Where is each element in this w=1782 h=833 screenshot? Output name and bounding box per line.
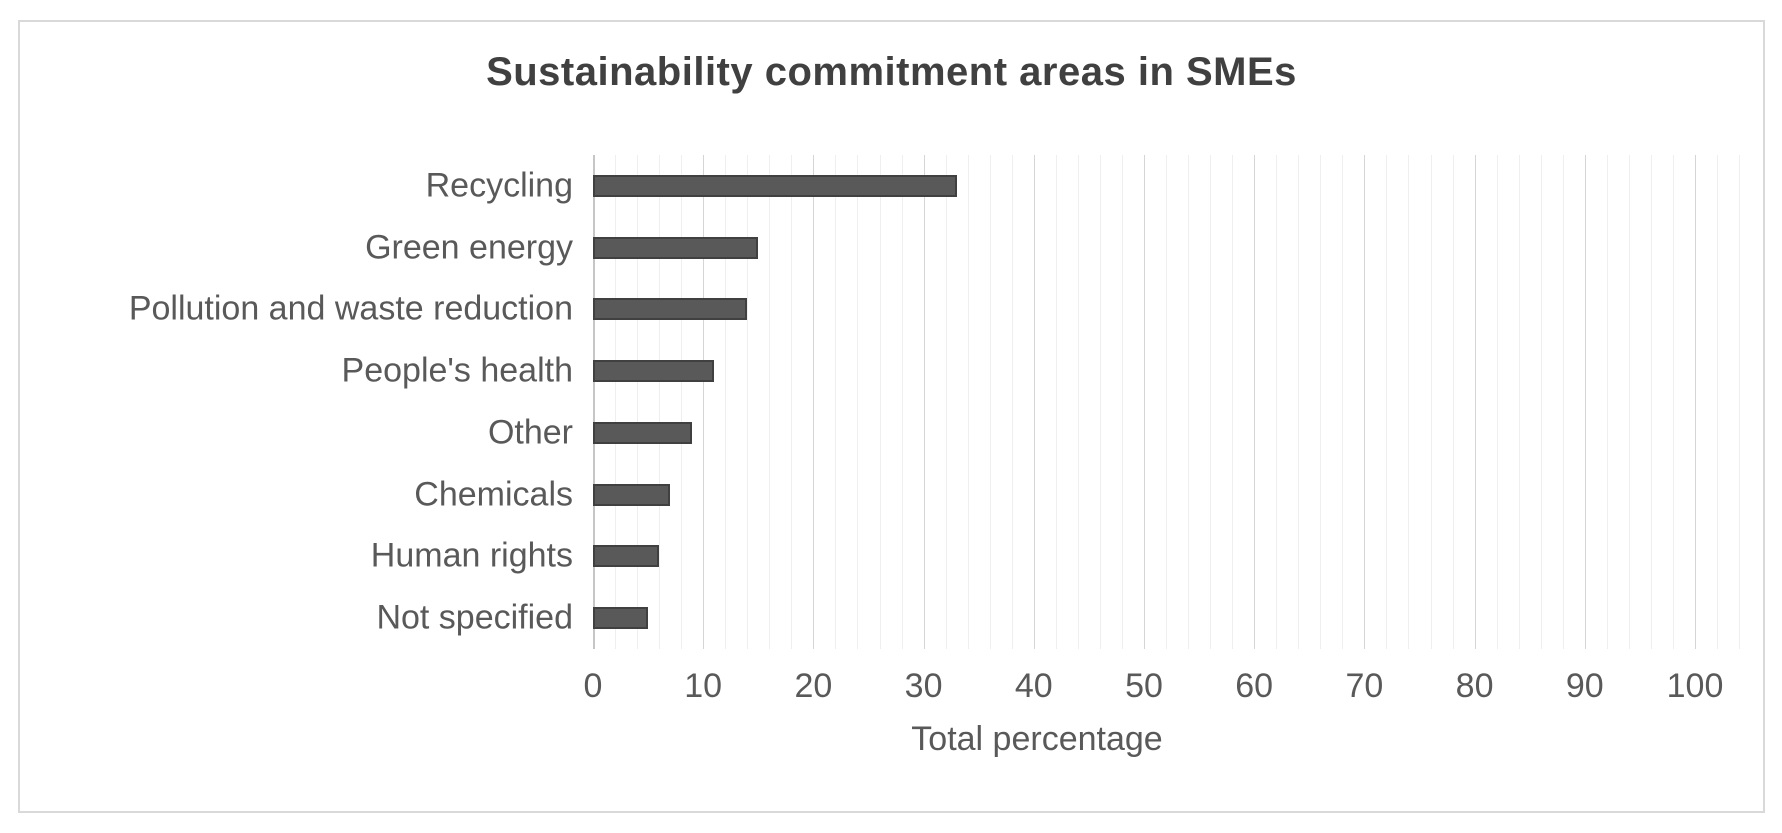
minor-gridline (1121, 155, 1123, 649)
x-tick-label-90: 90 (1565, 667, 1604, 705)
minor-gridline (1496, 155, 1498, 649)
bar-pollution-and-waste-reduction (593, 298, 748, 321)
minor-gridline (1717, 155, 1719, 649)
minor-gridline (659, 155, 661, 649)
x-tick-label-10: 10 (684, 667, 723, 705)
minor-gridline (1650, 155, 1652, 649)
category-label-other: Other (487, 413, 573, 452)
major-gridline (1584, 155, 1586, 649)
minor-gridline (637, 155, 639, 649)
minor-gridline (1430, 155, 1432, 649)
minor-gridline (1672, 155, 1674, 649)
x-tick-label-100: 100 (1666, 667, 1724, 705)
minor-gridline (1011, 155, 1013, 649)
minor-gridline (1739, 155, 1741, 649)
x-tick-label-0: 0 (583, 667, 603, 705)
category-label-not-specified: Not specified (376, 598, 573, 637)
minor-gridline (857, 155, 859, 649)
minor-gridline (725, 155, 727, 649)
category-labels: Recycling Green energy Pollution and waste… (20, 155, 573, 649)
major-gridline (1033, 155, 1035, 649)
x-tick-label-80: 80 (1455, 667, 1494, 705)
major-gridline (1364, 155, 1366, 649)
bar-green-energy (593, 236, 759, 259)
chart-figure: Sustainability commitment areas in SMEs … (18, 20, 1765, 813)
bar-people-s-health (593, 360, 715, 383)
minor-gridline (1099, 155, 1101, 649)
major-gridline (1144, 155, 1145, 649)
minor-gridline (1188, 155, 1190, 649)
minor-gridline (1606, 155, 1608, 649)
category-label-chemicals: Chemicals (414, 475, 573, 514)
x-tick-label-40: 40 (1014, 667, 1053, 705)
x-tick-label-20: 20 (794, 667, 833, 705)
major-gridline (813, 155, 815, 649)
category-label-human-rights: Human rights (370, 536, 573, 575)
minor-gridline (1452, 155, 1454, 649)
minor-gridline (967, 155, 969, 649)
x-axis-title: Total percentage (911, 720, 1163, 758)
chart-title: Sustainability commitment areas in SMEs (486, 50, 1297, 94)
plot-area (593, 155, 1759, 649)
minor-gridline (1540, 155, 1542, 649)
minor-gridline (615, 155, 617, 649)
minor-gridline (791, 155, 793, 649)
minor-gridline (1166, 155, 1168, 649)
major-gridline (1474, 155, 1476, 649)
minor-gridline (1628, 155, 1630, 649)
minor-gridline (1210, 155, 1212, 649)
bar-recycling (593, 174, 957, 197)
minor-gridline (1320, 155, 1322, 649)
minor-gridline (1055, 155, 1057, 649)
major-gridline (703, 155, 705, 649)
minor-gridline (1232, 155, 1234, 649)
major-gridline (923, 155, 925, 649)
minor-gridline (1342, 155, 1344, 649)
y-axis-line (593, 155, 595, 649)
bar-human-rights (593, 545, 660, 568)
major-gridline (1695, 155, 1696, 649)
minor-gridline (835, 155, 837, 649)
x-tick-label-30: 30 (904, 667, 943, 705)
category-label-recycling: Recycling (425, 166, 573, 205)
x-tick-label-50: 50 (1125, 667, 1163, 705)
category-label-green-energy: Green energy (365, 228, 573, 267)
minor-gridline (1276, 155, 1278, 649)
minor-gridline (681, 155, 683, 649)
minor-gridline (1562, 155, 1564, 649)
category-label-pollution-and-waste-reduction: Pollution and waste reduction (128, 289, 573, 328)
minor-gridline (1518, 155, 1520, 649)
bar-other (593, 421, 693, 444)
minor-gridline (879, 155, 881, 649)
major-gridline (1254, 155, 1256, 649)
x-tick-label-70: 70 (1345, 667, 1384, 705)
bar-not-specified (593, 607, 649, 630)
minor-gridline (901, 155, 903, 649)
x-axis-tick-labels: 0 10 20 30 40 50 60 70 80 90 100 (584, 667, 1759, 707)
minor-gridline (769, 155, 771, 649)
bar-chemicals (593, 483, 671, 506)
minor-gridline (945, 155, 947, 649)
minor-gridline (1298, 155, 1300, 649)
x-tick-label-60: 60 (1235, 667, 1274, 705)
minor-gridline (747, 155, 749, 649)
minor-gridline (1077, 155, 1079, 649)
minor-gridline (1408, 155, 1410, 649)
category-label-people-s-health: People's health (341, 351, 573, 390)
minor-gridline (1386, 155, 1388, 649)
minor-gridline (989, 155, 991, 649)
